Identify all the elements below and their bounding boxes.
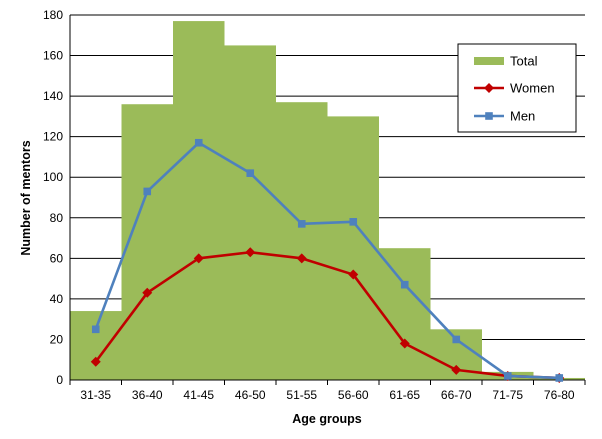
y-tick-label: 40 [50, 292, 64, 306]
point-men [452, 335, 461, 344]
line-men [94, 141, 560, 380]
y-tick-label: 100 [43, 170, 63, 184]
legend-label-women: Women [510, 81, 555, 96]
legend-swatch-total [474, 57, 504, 65]
x-tick-label: 31-35 [80, 388, 111, 402]
x-tick-labels: 31-35 36-40 41-45 46-50 51-55 56-60 61-65 66-70… [80, 388, 575, 402]
x-tick-label: 51-55 [286, 388, 317, 402]
bar-total [121, 104, 173, 380]
point-men [143, 187, 152, 196]
x-tick-label: 41-45 [183, 388, 214, 402]
x-tick-label: 71-75 [492, 388, 523, 402]
x-axis-title: Age groups [292, 412, 361, 426]
legend-item-total: Total [474, 54, 538, 69]
point-women [399, 338, 410, 349]
y-tick-label: 0 [56, 373, 63, 387]
x-tick-label: 56-60 [338, 388, 369, 402]
legend-item-men: Men [474, 109, 535, 124]
point-women [296, 253, 307, 264]
point-men [194, 138, 203, 147]
bar-total [70, 311, 122, 380]
point-men [555, 374, 564, 382]
point-men [503, 372, 512, 380]
y-tick-label: 60 [50, 251, 64, 265]
y-tick-label: 120 [43, 130, 63, 144]
bar-total [379, 248, 431, 380]
y-axis-title: Number of mentors [19, 140, 33, 255]
y-tick-label: 140 [43, 89, 63, 103]
legend-item-women: Women [474, 81, 555, 96]
line-series [90, 138, 565, 383]
point-women [348, 269, 359, 280]
point-women [142, 287, 153, 298]
y-tick-label: 20 [50, 332, 64, 346]
y-tick-label: 160 [43, 49, 63, 63]
legend-label-men: Men [510, 109, 535, 124]
point-women [245, 247, 256, 258]
line-series-men [91, 138, 564, 382]
y-tick-labels: 0 20 40 60 80 100 120 140 160 180 [43, 8, 63, 387]
x-tick-label: 61-65 [389, 388, 420, 402]
legend-marker-women [484, 83, 494, 93]
legend-label-total: Total [510, 54, 538, 69]
bar-series-total [70, 21, 585, 381]
x-tick-label: 76-80 [544, 388, 575, 402]
point-men [91, 325, 100, 334]
point-women [90, 356, 101, 367]
x-tick-label: 36-40 [132, 388, 163, 402]
y-tick-label: 80 [50, 211, 64, 225]
x-tick-label: 46-50 [235, 388, 266, 402]
bar-total [173, 21, 225, 380]
point-men [349, 218, 358, 226]
axes [69, 15, 586, 385]
x-tick-label: 66-70 [441, 388, 472, 402]
point-men [246, 169, 255, 177]
point-women [451, 364, 462, 375]
point-men [400, 280, 409, 289]
point-women [193, 253, 204, 264]
bar-total [224, 45, 276, 381]
point-men [297, 220, 306, 228]
bar-total [327, 116, 379, 380]
legend-marker-men [485, 112, 493, 120]
line-women [94, 250, 560, 380]
bar-total [276, 102, 328, 380]
y-tick-label: 180 [43, 8, 63, 22]
legend: Total Women Men [457, 43, 577, 133]
